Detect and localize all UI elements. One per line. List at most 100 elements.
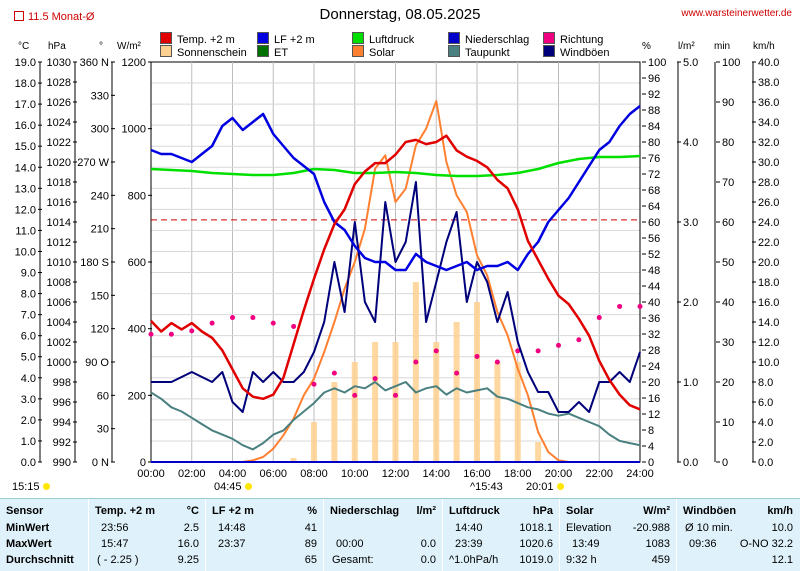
- pressure-column: Luftdruck hPa 14:40 1018.1 23:39 1020.6 …: [442, 499, 559, 571]
- y-tick-label-minutes: 70: [722, 177, 734, 189]
- direction-point: [515, 348, 521, 354]
- sun-marker-icon: [244, 483, 252, 490]
- solar-column: Solar W/m² Elevation -20.988 13:49 1083 …: [559, 499, 676, 571]
- direction-point: [352, 392, 358, 398]
- y-tick-label-direction: 300: [91, 124, 109, 136]
- direction-point: [637, 303, 643, 309]
- legend-label: Luftdruck: [369, 34, 415, 46]
- x-tick-label: 20:00: [545, 468, 573, 480]
- y-tick-label-temp: 10.0: [15, 246, 36, 258]
- y-tick-label-percent: 88: [648, 105, 660, 117]
- x-tick-label: 16:00: [463, 468, 491, 480]
- y-tick-label-pressure: 994: [53, 417, 71, 429]
- sunshine-bar: [331, 382, 338, 462]
- y-tick-label-direction: 240: [91, 190, 109, 202]
- y-tick-label-percent: 12: [648, 409, 660, 421]
- y-tick-label-minutes: 100: [722, 57, 740, 69]
- y-tick-label-wind: 26.0: [758, 197, 779, 209]
- y-tick-label-percent: 96: [648, 73, 660, 85]
- sunshine-bar: [412, 282, 419, 462]
- y-tick-label-solar: 400: [128, 324, 146, 336]
- y-tick-label-percent: 44: [648, 281, 660, 293]
- direction-point: [454, 370, 460, 376]
- legend-item: Luftdruck: [352, 32, 414, 46]
- direction-point: [230, 315, 235, 321]
- unit-temp: °C: [18, 41, 30, 52]
- legend-label: Temp. +2 m: [177, 34, 235, 46]
- unit-direction: °: [99, 41, 103, 52]
- sun-marker-icon: [42, 483, 50, 490]
- y-tick-label-percent: 32: [648, 329, 660, 341]
- y-tick-label-percent: 84: [648, 121, 660, 133]
- y-tick-label-wind: 0.0: [758, 457, 773, 469]
- legend-label: Sonnenschein: [177, 47, 247, 59]
- direction-point: [250, 315, 256, 321]
- legend-item: Solar: [352, 45, 395, 59]
- direction-point: [596, 315, 602, 321]
- y-tick-label-percent: 28: [648, 345, 660, 357]
- y-tick-label-pressure: 992: [53, 437, 71, 449]
- direction-point: [393, 392, 398, 398]
- legend-swatch: [160, 45, 172, 57]
- y-tick-label-direction: 30: [97, 424, 109, 436]
- legend-label: Richtung: [560, 34, 604, 46]
- y-tick-label-minutes: 20: [722, 377, 734, 389]
- website-link[interactable]: www.warsteinerwetter.de: [681, 8, 792, 19]
- y-tick-label-pressure: 990: [53, 457, 71, 469]
- legend-item: LF +2 m: [257, 32, 315, 46]
- y-tick-label-temp: 18.0: [15, 78, 36, 90]
- sunshine-bar: [290, 458, 297, 462]
- y-tick-label-percent: 60: [648, 217, 660, 229]
- y-tick-label-solar: 1200: [122, 57, 146, 69]
- unit-wind: km/h: [753, 41, 775, 52]
- y-tick-label-wind: 22.0: [758, 237, 779, 249]
- sunshine-bar: [392, 342, 399, 462]
- x-tick-label: 18:00: [504, 468, 532, 480]
- legend-item: ET: [257, 45, 288, 59]
- y-tick-label-pressure: 1006: [47, 297, 71, 309]
- y-tick-label-percent: 0: [648, 457, 654, 469]
- y-tick-label-direction: 180 S: [80, 257, 109, 269]
- y-tick-label-direction: 210: [91, 224, 109, 236]
- series-line-luftdruck: [150, 154, 641, 178]
- y-tick-label-pressure: 1008: [47, 277, 71, 289]
- y-tick-label-temp: 4.0: [21, 373, 36, 385]
- y-tick-label-temp: 19.0: [15, 57, 36, 69]
- y-tick-label-pressure: 1028: [47, 77, 71, 89]
- current-time-label: 15:15: [12, 481, 50, 493]
- legend-label: Niederschlag: [465, 34, 530, 46]
- y-tick-label-pressure: 1022: [47, 137, 71, 149]
- y-tick-label-pressure: 1000: [47, 357, 71, 369]
- sunshine-bar: [433, 342, 440, 462]
- row-label-min: MinWert: [6, 522, 50, 534]
- x-tick-label: 06:00: [259, 468, 287, 480]
- legend-item: Temp. +2 m: [160, 32, 235, 46]
- y-tick-label-temp: 0.0: [21, 457, 36, 469]
- y-tick-label-rain: 4.0: [683, 137, 698, 149]
- sunshine-bar: [494, 362, 501, 462]
- y-tick-label-wind: 36.0: [758, 97, 779, 109]
- y-tick-label-pressure: 1014: [47, 217, 71, 229]
- direction-point: [189, 328, 195, 334]
- y-tick-label-percent: 92: [648, 89, 660, 101]
- direction-point: [474, 353, 480, 359]
- y-tick-label-rain: 0.0: [683, 457, 698, 469]
- sunshine-bar: [351, 362, 358, 462]
- y-tick-label-temp: 7.0: [21, 310, 36, 322]
- y-tick-label-percent: 4: [648, 441, 654, 453]
- statistics-table: Sensor MinWert MaxWert Durchschnitt Temp…: [0, 498, 800, 571]
- legend-item: Taupunkt: [448, 45, 510, 59]
- y-tick-label-pressure: 998: [53, 377, 71, 389]
- sunshine-bar: [453, 322, 460, 462]
- x-tick-label: 14:00: [422, 468, 450, 480]
- solar-noon-label: ^15:43: [470, 481, 503, 493]
- y-tick-label-temp: 9.0: [21, 268, 36, 280]
- y-tick-label-temp: 13.0: [15, 183, 36, 195]
- y-tick-label-temp: 8.0: [21, 289, 36, 301]
- y-tick-label-wind: 30.0: [758, 157, 779, 169]
- y-tick-label-pressure: 1030: [47, 57, 71, 69]
- legend-item: Niederschlag: [448, 32, 529, 46]
- sunrise-label: 04:45: [214, 481, 252, 493]
- y-tick-label-pressure: 1018: [47, 177, 71, 189]
- y-tick-label-temp: 16.0: [15, 120, 36, 132]
